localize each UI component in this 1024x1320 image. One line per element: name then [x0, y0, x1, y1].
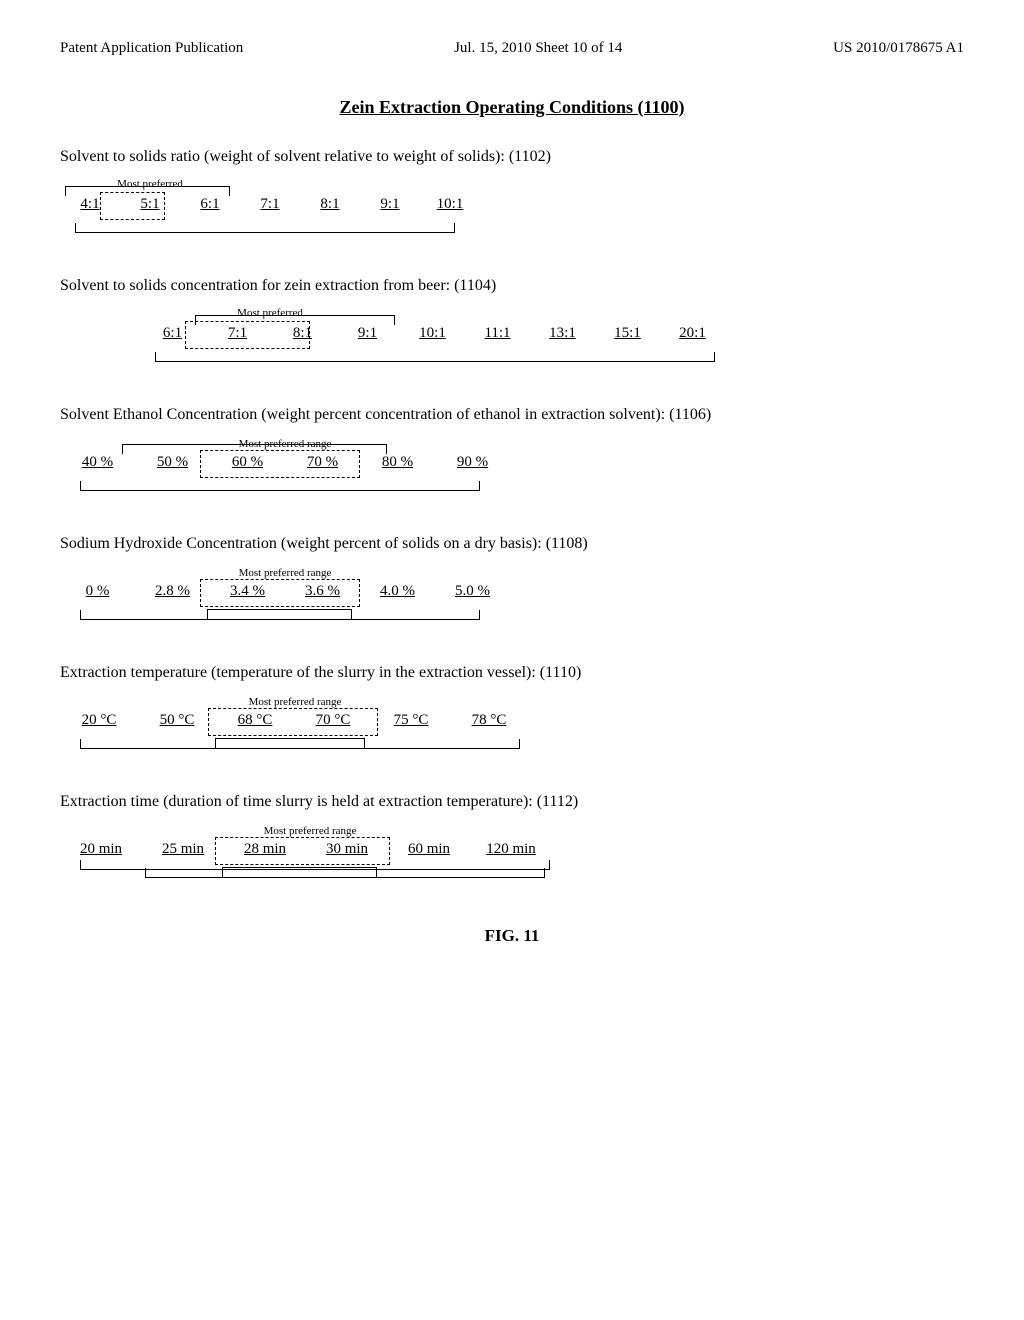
tick: 60 % — [210, 454, 285, 471]
tick: 6:1 — [140, 325, 205, 342]
top-bracket — [65, 186, 230, 196]
section-naoh: Sodium Hydroxide Concentration (weight p… — [60, 535, 964, 628]
page-title: Zein Extraction Operating Conditions (11… — [60, 97, 964, 118]
tick: 25 min — [142, 841, 224, 858]
tick: 8:1 — [300, 196, 360, 213]
tick: 50 °C — [138, 712, 216, 729]
tick: 3.6 % — [285, 583, 360, 600]
range-diagram: Most preferred range 20 min25 min28 min30… — [60, 823, 964, 886]
section-ratio: Solvent to solids ratio (weight of solve… — [60, 148, 964, 241]
tick-row: 6:17:18:19:110:111:113:115:120:1 — [140, 325, 964, 342]
tick: 28 min — [224, 841, 306, 858]
section-label: Solvent to solids ratio (weight of solve… — [60, 148, 964, 166]
range-diagram: Most preferred range 0 %2.8 %3.4 %3.6 %4.… — [60, 565, 964, 628]
tick: 3.4 % — [210, 583, 285, 600]
section-beer: Solvent to solids concentration for zein… — [60, 277, 964, 370]
tick: 2.8 % — [135, 583, 210, 600]
bottom-bracket — [80, 481, 480, 491]
range-diagram: Most preferred6:17:18:19:110:111:113:115… — [140, 307, 964, 370]
tick: 13:1 — [530, 325, 595, 342]
tick: 120 min — [470, 841, 552, 858]
section-ethanol: Solvent Ethanol Concentration (weight pe… — [60, 406, 964, 499]
range-diagram: Most preferred4:15:16:17:18:19:110:1 — [60, 178, 964, 241]
tick: 6:1 — [180, 196, 240, 213]
tick: 80 % — [360, 454, 435, 471]
page-header: Patent Application Publication Jul. 15, … — [60, 40, 964, 57]
tick: 70 % — [285, 454, 360, 471]
tick: 9:1 — [335, 325, 400, 342]
tick-row: 20 min25 min28 min30 min60 min120 min — [60, 841, 964, 858]
most-preferred-label: Most preferred range — [249, 696, 342, 708]
bottom-bracket — [155, 352, 715, 362]
header-right: US 2010/0178675 A1 — [833, 40, 964, 57]
section-temp: Extraction temperature (temperature of t… — [60, 664, 964, 757]
range-diagram: Most preferred range40 %50 %60 %70 %80 %… — [60, 436, 964, 499]
tick: 7:1 — [240, 196, 300, 213]
most-preferred-label: Most preferred range — [264, 825, 357, 837]
tick: 9:1 — [360, 196, 420, 213]
tick: 90 % — [435, 454, 510, 471]
tick: 7:1 — [205, 325, 270, 342]
tick: 60 min — [388, 841, 470, 858]
tick: 70 °C — [294, 712, 372, 729]
tick: 50 % — [135, 454, 210, 471]
section-time: Extraction time (duration of time slurry… — [60, 793, 964, 886]
section-label: Extraction time (duration of time slurry… — [60, 793, 964, 811]
most-preferred-label: Most preferred range — [239, 567, 332, 579]
section-label: Solvent Ethanol Concentration (weight pe… — [60, 406, 964, 424]
tick: 20 min — [60, 841, 142, 858]
top-bracket — [122, 444, 387, 454]
figure-caption: FIG. 11 — [60, 926, 964, 946]
top-bracket — [195, 315, 395, 325]
section-label: Sodium Hydroxide Concentration (weight p… — [60, 535, 964, 553]
tick: 15:1 — [595, 325, 660, 342]
bottom-bracket — [75, 223, 455, 233]
bottom-bracket — [80, 610, 480, 620]
tick: 4:1 — [60, 196, 120, 213]
header-center: Jul. 15, 2010 Sheet 10 of 14 — [454, 40, 622, 57]
tick: 10:1 — [400, 325, 465, 342]
range-diagram: Most preferred range 20 °C50 °C68 °C70 °C… — [60, 694, 964, 757]
tick: 78 °C — [450, 712, 528, 729]
tick: 40 % — [60, 454, 135, 471]
section-label: Solvent to solids concentration for zein… — [60, 277, 964, 295]
tick: 30 min — [306, 841, 388, 858]
tick: 0 % — [60, 583, 135, 600]
tick: 75 °C — [372, 712, 450, 729]
tick: 10:1 — [420, 196, 480, 213]
section-label: Extraction temperature (temperature of t… — [60, 664, 964, 682]
tick: 68 °C — [216, 712, 294, 729]
tick-row: 40 %50 %60 %70 %80 %90 % — [60, 454, 964, 471]
tick: 4.0 % — [360, 583, 435, 600]
tick: 5.0 % — [435, 583, 510, 600]
bottom-bracket — [80, 860, 550, 870]
tick: 20:1 — [660, 325, 725, 342]
tick: 8:1 — [270, 325, 335, 342]
tick-row: 0 %2.8 %3.4 %3.6 %4.0 %5.0 % — [60, 583, 964, 600]
tick: 5:1 — [120, 196, 180, 213]
tick-row: 20 °C50 °C68 °C70 °C75 °C78 °C — [60, 712, 964, 729]
header-left: Patent Application Publication — [60, 40, 243, 57]
tick: 11:1 — [465, 325, 530, 342]
bottom-bracket — [80, 739, 520, 749]
tick-row: 4:15:16:17:18:19:110:1 — [60, 196, 964, 213]
tick: 20 °C — [60, 712, 138, 729]
